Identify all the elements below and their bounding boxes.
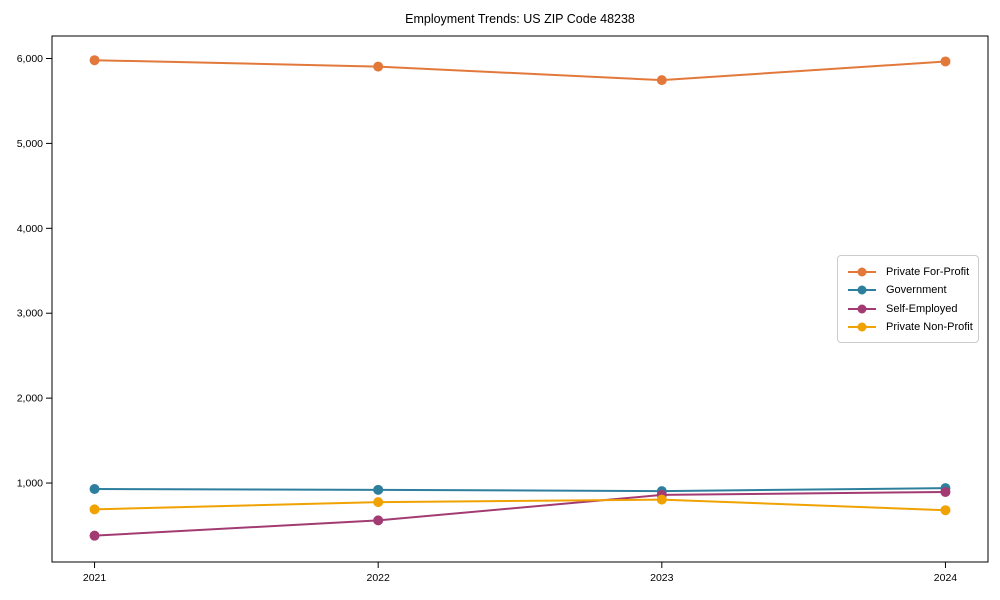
y-tick-label: 1,000 xyxy=(17,478,43,490)
data-point-private-non-profit-2024 xyxy=(940,505,951,516)
line-marker-icon xyxy=(848,267,876,277)
data-point-government-2022 xyxy=(373,484,384,495)
legend-label: Self-Employed xyxy=(886,302,958,315)
data-point-private-non-profit-2023 xyxy=(656,494,667,505)
legend-label: Government xyxy=(886,284,947,297)
legend-label: Private Non-Profit xyxy=(886,320,973,333)
line-marker-icon xyxy=(848,322,876,332)
data-point-self-employed-2024 xyxy=(940,486,951,497)
legend-label: Private For-Profit xyxy=(886,266,970,278)
y-tick-label: 5,000 xyxy=(17,138,43,150)
data-point-private-non-profit-2021 xyxy=(89,504,100,515)
data-point-self-employed-2022 xyxy=(373,515,384,526)
legend-item-private-non-profit: Private Non-Profit xyxy=(847,318,973,336)
line-marker-icon xyxy=(848,304,876,314)
legend-item-government: Government xyxy=(847,281,969,299)
x-tick-label: 2024 xyxy=(934,572,958,584)
series-line-private-for-profit xyxy=(94,59,946,82)
plot-border xyxy=(51,35,989,563)
data-point-self-employed-2021 xyxy=(89,530,100,541)
chart-title: Employment Trends: US ZIP Code 48238 xyxy=(405,12,635,26)
data-point-private-for-profit-2024 xyxy=(940,56,951,67)
x-tick-label: 2022 xyxy=(367,572,391,584)
x-tick-label: 2023 xyxy=(650,572,674,584)
data-point-private-for-profit-2022 xyxy=(373,61,384,72)
x-tick-label: 2021 xyxy=(83,572,107,584)
y-tick-label: 6,000 xyxy=(17,53,43,65)
series-line-self-employed xyxy=(94,490,946,537)
series-line-government xyxy=(94,487,946,493)
legend-item-private-for-profit: Private For-Profit xyxy=(847,263,969,281)
line-marker-icon xyxy=(848,285,876,295)
y-tick-label: 4,000 xyxy=(17,223,43,235)
legend: Private For-Profit Government Self-Emplo… xyxy=(837,255,979,343)
y-tick-label: 2,000 xyxy=(17,393,43,405)
legend-item-self-employed: Self-Employed xyxy=(847,300,969,318)
data-point-government-2021 xyxy=(89,483,100,494)
data-point-private-for-profit-2021 xyxy=(89,55,100,66)
data-point-private-for-profit-2023 xyxy=(656,75,667,86)
series-line-private-non-profit xyxy=(94,498,946,512)
y-tick-label: 3,000 xyxy=(17,308,43,320)
data-point-private-non-profit-2022 xyxy=(373,497,384,508)
